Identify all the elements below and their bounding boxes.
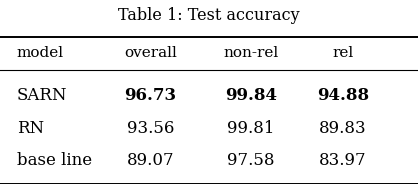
Text: 96.73: 96.73 [125, 87, 176, 104]
Text: RN: RN [17, 120, 44, 137]
Text: 83.97: 83.97 [319, 152, 367, 169]
Text: Table 1: Test accuracy: Table 1: Test accuracy [118, 7, 300, 24]
Text: 99.81: 99.81 [227, 120, 275, 137]
Text: 99.84: 99.84 [225, 87, 277, 104]
Text: 97.58: 97.58 [227, 152, 275, 169]
Text: 94.88: 94.88 [317, 87, 369, 104]
Text: base line: base line [17, 152, 92, 169]
Text: 89.83: 89.83 [319, 120, 367, 137]
Text: non-rel: non-rel [223, 46, 278, 60]
Text: model: model [17, 46, 64, 60]
Text: 93.56: 93.56 [127, 120, 174, 137]
Text: overall: overall [124, 46, 177, 60]
Text: 89.07: 89.07 [127, 152, 174, 169]
Text: SARN: SARN [17, 87, 67, 104]
Text: rel: rel [332, 46, 353, 60]
